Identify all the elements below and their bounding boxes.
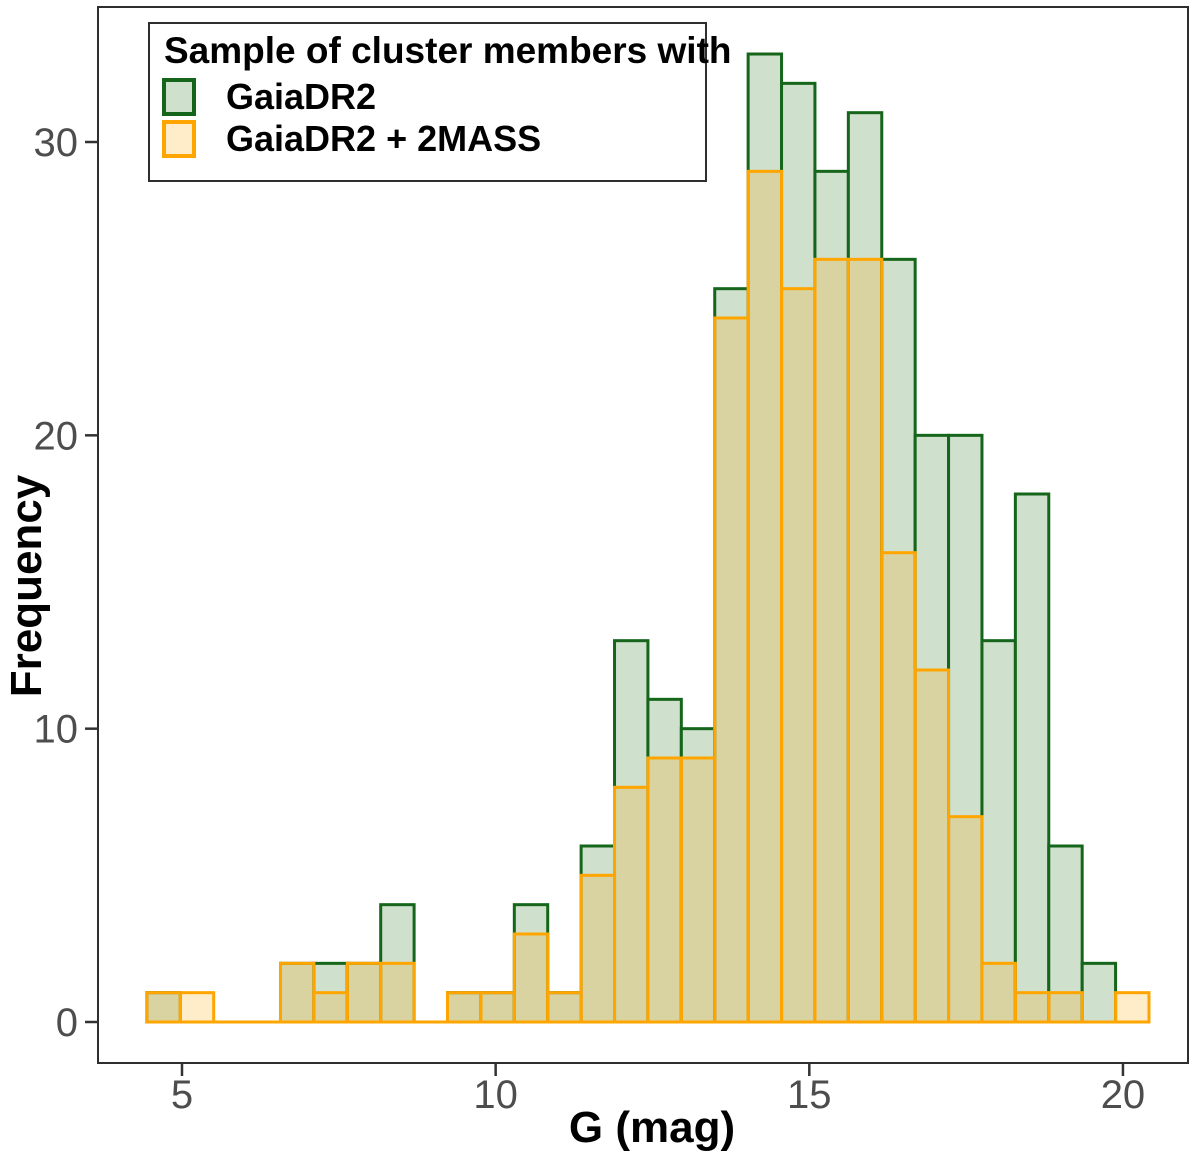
bar-gaiadr2-2mass	[278, 961, 316, 1024]
y-axis-title: Frequency	[2, 474, 51, 698]
x-axis-tick-label: 15	[787, 1073, 832, 1117]
bar-gaiadr2-2mass	[512, 932, 550, 1024]
bar-gaiadr2	[780, 81, 817, 1024]
bar-gaiadr2-2mass	[813, 257, 850, 1024]
bar-gaiadr2-2mass	[947, 815, 984, 1024]
legend-label-gaiadr2: GaiaDR2	[226, 76, 377, 117]
bar-gaiadr2-2mass	[913, 668, 951, 1024]
bar-gaiadr2	[1080, 961, 1118, 1024]
legend-box: Sample of cluster members with GaiaDR2 G…	[148, 22, 732, 182]
y-axis-tick-label: 0	[56, 1001, 78, 1045]
y-axis-tick-label: 30	[34, 121, 79, 165]
legend-title: Sample of cluster members with	[164, 30, 732, 71]
bar-gaiadr2-2mass	[579, 873, 617, 1024]
bar-gaiadr2	[613, 639, 650, 1024]
bar-gaiadr2-2mass	[379, 961, 416, 1024]
bar-gaiadr2-2mass	[880, 551, 917, 1024]
x-axis-tick-label: 10	[473, 1073, 518, 1117]
bar-gaiadr2-2mass	[980, 961, 1017, 1024]
bar-gaiadr2-2mass	[145, 991, 182, 1024]
bar-gaiadr2-2mass	[1047, 991, 1084, 1024]
plot-panel-border	[97, 6, 1189, 1064]
legend-entry-gaiadr2-2mass: GaiaDR2 + 2MASS	[162, 118, 705, 160]
bar-gaiadr2-2mass	[646, 756, 683, 1024]
bar-gaiadr2-2mass	[613, 785, 650, 1024]
bar-gaiadr2	[913, 433, 951, 1024]
x-axis-tick-label: 5	[171, 1073, 193, 1117]
bar-gaiadr2-2mass	[546, 991, 583, 1024]
legend-entry-gaiadr2: GaiaDR2	[162, 76, 705, 118]
bar-gaiadr2-2mass	[679, 756, 717, 1024]
legend-label-gaiadr2-2mass: GaiaDR2 + 2MASS	[226, 118, 542, 159]
bar-gaiadr2-2mass	[1114, 991, 1151, 1024]
bar-gaiadr2-2mass	[846, 257, 884, 1024]
y-axis-tick-label: 10	[34, 708, 79, 752]
x-axis-tick-label: 20	[1101, 1073, 1146, 1117]
gaiadr2-swatch-icon	[162, 78, 196, 116]
bar-gaiadr2-2mass	[746, 169, 784, 1024]
bar-gaiadr2-2mass	[312, 991, 349, 1024]
x-axis-title: G (mag)	[568, 1103, 736, 1152]
gaiadr2-2mass-swatch-icon	[162, 120, 196, 158]
bar-gaiadr2-2mass	[178, 991, 216, 1024]
bar-gaiadr2-2mass	[479, 991, 516, 1024]
bar-gaiadr2-2mass	[446, 991, 483, 1024]
bar-gaiadr2-2mass	[1013, 991, 1051, 1024]
bar-gaiadr2	[813, 169, 850, 1024]
y-axis-tick-label: 20	[34, 414, 79, 458]
bar-gaiadr2-2mass	[345, 961, 383, 1024]
bar-gaiadr2-2mass	[780, 287, 817, 1024]
bar-gaiadr2-2mass	[713, 316, 750, 1024]
bar-gaiadr2	[1013, 492, 1051, 1024]
